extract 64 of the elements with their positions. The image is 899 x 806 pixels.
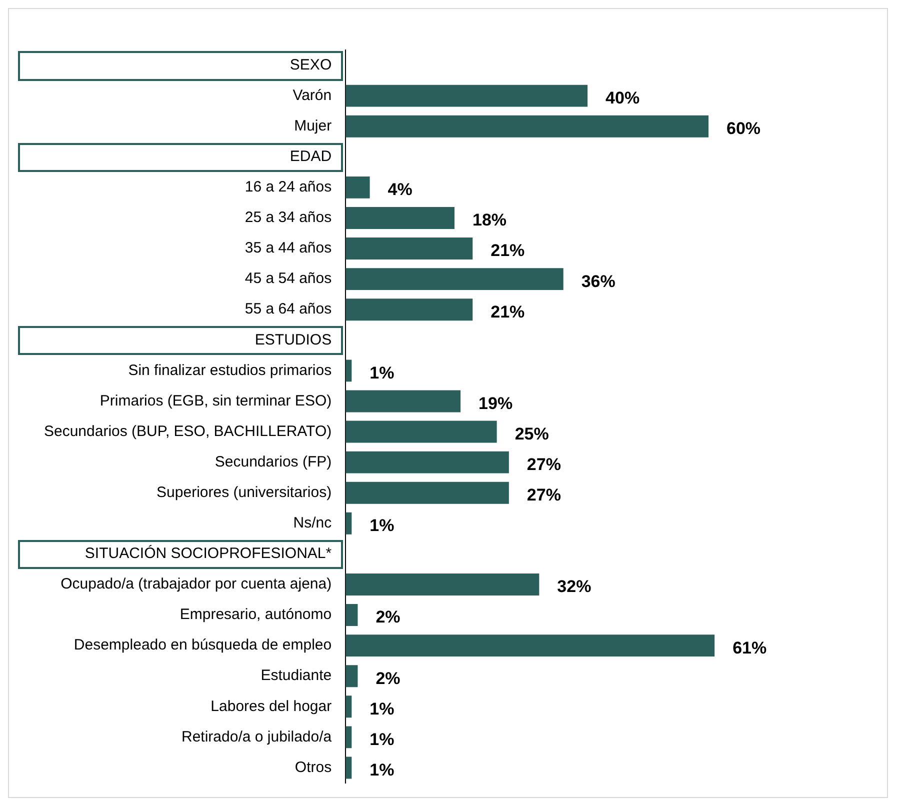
bar (346, 634, 715, 657)
y-tick-label: 45 a 54 años (244, 270, 332, 288)
bar (346, 238, 473, 260)
bar (346, 360, 352, 382)
bar (346, 84, 588, 107)
bar (346, 756, 352, 779)
data-label: 1% (370, 363, 394, 382)
y-tick-label: Varón (292, 86, 332, 104)
data-label: 27% (526, 455, 561, 474)
data-label: 25% (514, 424, 549, 444)
bar (346, 206, 454, 229)
data-label: 36% (581, 272, 616, 291)
data-label: 32% (557, 577, 592, 596)
y-tick-label: Labores del hogar (210, 698, 332, 715)
data-label: 21% (490, 302, 525, 322)
y-tick-label: Secundarios (BUP, ESO, BACHILLERATO) (44, 422, 332, 440)
y-tick-label: Estudiante (260, 667, 332, 684)
data-label: 40% (606, 88, 640, 108)
bar (346, 298, 473, 321)
bar (346, 268, 564, 290)
data-label: 61% (732, 638, 767, 658)
y-tick-label: Superiores (universitarios) (156, 484, 332, 501)
data-label: 1% (370, 516, 394, 536)
y-tick-label: SEXO (290, 56, 332, 74)
data-label: 1% (370, 699, 394, 718)
data-label: 2% (376, 668, 400, 688)
data-label: 2% (376, 608, 400, 627)
bar (346, 420, 497, 443)
y-tick-label: 25 a 34 años (244, 209, 332, 226)
y-tick-label: 16 a 24 años (244, 178, 332, 196)
data-label: 1% (370, 730, 394, 749)
data-label: 18% (472, 210, 507, 230)
y-tick-label: Secundarios (FP) (214, 453, 332, 470)
y-tick-label: Sin finalizar estudios primarios (128, 362, 332, 379)
bar (346, 512, 352, 534)
bar (346, 390, 461, 412)
y-tick-label: Desempleado en búsqueda de empleo (74, 636, 332, 654)
data-label: 1% (370, 760, 394, 780)
data-label: 60% (726, 119, 761, 138)
data-label: 4% (388, 180, 412, 200)
y-tick-label: Otros (294, 758, 332, 776)
data-label: 21% (490, 241, 525, 260)
y-tick-label: 55 a 64 años (244, 300, 332, 318)
bar (346, 176, 370, 198)
y-tick-label: Primarios (EGB, sin terminar ESO) (100, 392, 332, 410)
y-tick-label: ESTUDIOS (254, 331, 332, 348)
bar (346, 696, 352, 718)
y-tick-label: Retirado/a o jubilado/a (182, 728, 332, 746)
bar (346, 573, 540, 596)
y-tick-label: 35 a 44 años (244, 240, 332, 257)
data-label: 19% (478, 394, 513, 413)
y-tick-label: Ns/nc (293, 514, 332, 532)
y-tick-label: Empresario, autónomo (180, 606, 332, 624)
bar (346, 451, 509, 474)
y-tick-label: Mujer (294, 117, 332, 134)
bar (346, 726, 352, 748)
bar (346, 482, 509, 504)
y-tick-label: EDAD (290, 148, 332, 166)
bar (346, 115, 709, 138)
data-label: 27% (526, 486, 561, 505)
y-tick-label: SITUACIÓN SOCIOPROFESIONAL* (84, 544, 332, 562)
bar (346, 665, 358, 688)
y-tick-label: Ocupado/a (trabajador por cuenta ajena) (60, 576, 332, 593)
bar (346, 604, 358, 626)
